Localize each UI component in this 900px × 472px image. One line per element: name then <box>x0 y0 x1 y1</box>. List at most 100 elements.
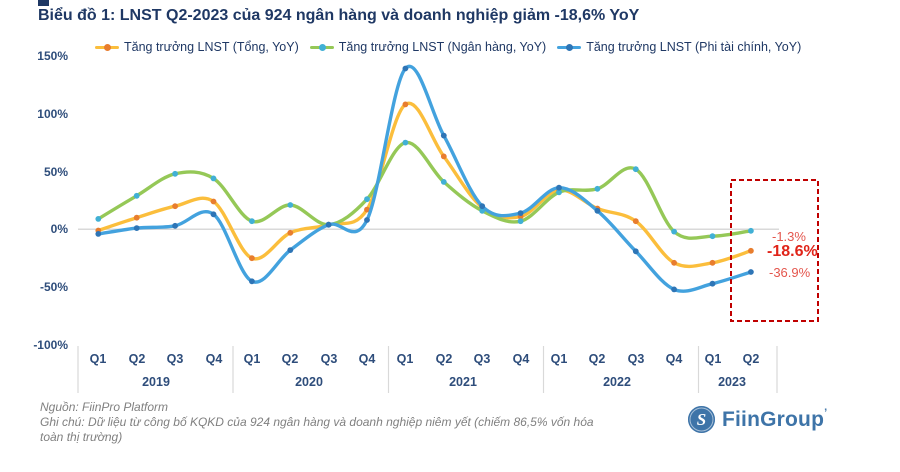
legend: Tăng trưởng LNST (Tổng, YoY) Tăng trưởng… <box>95 40 801 54</box>
data-point-marker <box>133 192 140 199</box>
legend-label: Tăng trưởng LNST (Ngân hàng, YoY) <box>338 40 547 54</box>
legend-dot-icon <box>566 43 574 51</box>
data-point-marker <box>210 198 217 205</box>
data-point-marker <box>402 139 409 146</box>
data-point-marker <box>479 203 486 210</box>
x-tick: Q4 <box>665 352 683 366</box>
data-point-marker <box>210 211 217 218</box>
x-tick: Q2 <box>588 352 606 366</box>
data-point-marker <box>172 170 179 177</box>
data-point-marker <box>709 233 716 240</box>
fiingroup-logo: S FiinGroup’ <box>688 406 827 433</box>
legend-line-icon <box>95 43 119 51</box>
source-note: Nguồn: FiinPro Platform <box>40 400 169 414</box>
series-line-0 <box>96 101 753 269</box>
data-point-marker <box>325 221 332 228</box>
legend-label: Tăng trưởng LNST (Tổng, YoY) <box>124 40 299 54</box>
data-point-marker <box>402 101 409 108</box>
data-point-marker <box>671 286 677 293</box>
legend-dot-icon <box>104 43 111 51</box>
x-tick: Q2 <box>742 352 760 366</box>
legend-line-icon <box>309 43 334 51</box>
note-line-2: toàn thị trường) <box>40 430 123 444</box>
year-label: 2019 <box>142 375 170 389</box>
data-point-marker <box>748 269 754 275</box>
data-point-marker <box>632 166 639 173</box>
year-label: 2023 <box>718 375 746 389</box>
chart-title: Biểu đồ 1: LNST Q2-2023 của 924 ngân hàn… <box>38 7 640 24</box>
highlight-dashed-box <box>730 179 819 322</box>
data-point-marker <box>517 210 524 217</box>
y-tick: 100% <box>37 107 68 121</box>
x-tick: Q4 <box>205 352 223 366</box>
data-point-marker <box>748 247 754 254</box>
data-point-marker <box>249 278 255 285</box>
data-point-marker <box>249 255 255 262</box>
series-curves <box>95 64 754 293</box>
data-point-marker <box>95 231 102 237</box>
data-point-marker <box>210 175 217 182</box>
x-tick: Q2 <box>435 352 453 366</box>
logo-name: FiinGroup <box>722 407 825 431</box>
x-tick: Q3 <box>627 352 645 366</box>
end-value-nonfinancial: -36.9% <box>769 265 811 280</box>
title-bullet-square <box>38 0 49 6</box>
year-label: 2020 <box>295 375 323 389</box>
data-point-marker <box>172 203 179 210</box>
data-point-marker <box>671 259 677 266</box>
x-tick: Q1 <box>704 352 722 366</box>
fiingroup-logo-text: FiinGroup’ <box>722 407 827 432</box>
data-point-marker <box>287 229 294 236</box>
data-point-marker <box>249 218 255 225</box>
year-label: 2022 <box>603 375 631 389</box>
y-tick: -100% <box>33 338 68 352</box>
x-tick: Q3 <box>166 352 184 366</box>
end-value-banks: -1.3% <box>772 229 806 244</box>
x-tick: Q3 <box>320 352 338 366</box>
data-point-marker <box>440 132 447 139</box>
fiingroup-logo-icon: S <box>688 406 715 433</box>
data-point-marker <box>748 227 754 234</box>
data-point-marker <box>556 189 562 196</box>
legend-item-total: Tăng trưởng LNST (Tổng, YoY) <box>95 40 299 54</box>
data-point-marker <box>133 225 140 232</box>
data-point-marker <box>95 216 102 222</box>
legend-line-icon <box>557 43 582 51</box>
x-tick: Q2 <box>128 352 146 366</box>
data-point-marker <box>287 247 294 254</box>
data-point-marker <box>709 280 716 287</box>
data-point-marker <box>632 218 639 225</box>
y-tick: -50% <box>39 280 68 294</box>
data-point-marker <box>517 218 524 225</box>
data-point-marker <box>287 202 294 208</box>
y-tick: 0% <box>50 222 68 236</box>
x-tick: Q4 <box>512 352 530 366</box>
legend-item-banks: Tăng trưởng LNST (Ngân hàng, YoY) <box>309 40 547 54</box>
x-tick: Q1 <box>550 352 568 366</box>
x-tick: Q3 <box>473 352 491 366</box>
x-tick: Q1 <box>89 352 107 366</box>
end-value-total: -18.6% <box>767 243 818 260</box>
x-tick: Q1 <box>243 352 261 366</box>
year-separators <box>77 346 778 393</box>
note-line-1: Ghi chú: Dữ liệu từ công bố KQKD của 924… <box>40 415 594 429</box>
data-point-marker <box>709 259 716 266</box>
legend-dot-icon <box>318 43 326 51</box>
x-tick: Q2 <box>281 352 299 366</box>
data-point-marker <box>594 185 601 192</box>
data-point-marker <box>632 248 639 255</box>
series-line-2 <box>96 64 753 293</box>
x-tick: Q1 <box>396 352 414 366</box>
y-tick: 150% <box>37 49 68 63</box>
legend-item-nonfinancial: Tăng trưởng LNST (Phi tài chính, YoY) <box>557 40 801 54</box>
data-point-marker <box>594 207 601 214</box>
year-label: 2021 <box>449 375 477 389</box>
x-tick: Q4 <box>358 352 376 366</box>
data-point-marker <box>671 228 677 235</box>
data-point-marker <box>440 153 447 160</box>
data-point-marker <box>440 179 447 185</box>
legend-label: Tăng trưởng LNST (Phi tài chính, YoY) <box>586 40 802 54</box>
data-point-marker <box>364 217 370 223</box>
